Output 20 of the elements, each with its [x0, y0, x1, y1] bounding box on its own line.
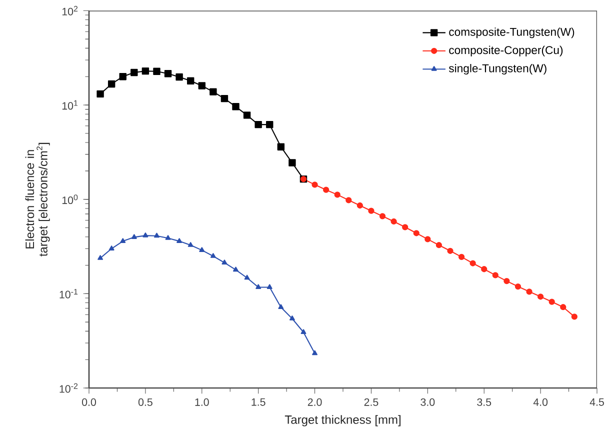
x-tick-label: 1.5: [252, 398, 266, 406]
legend-label: single-Tungsten(W): [448, 64, 546, 75]
x-tick-label: 4.5: [590, 398, 604, 406]
x-tick-label: 0.0: [82, 398, 96, 406]
y-tick-label: 10$^{-1}$: [60, 288, 78, 298]
x-tick-label: 4.0: [533, 398, 548, 406]
x-tick-label: 3.0: [420, 398, 435, 406]
x-axis-title: Target thickness [mm]: [284, 415, 400, 426]
x-tick-label: 2.0: [308, 398, 322, 406]
y-tick-label: 10$^{1}$: [62, 100, 78, 110]
y-tick-label: 10$^{2}$: [62, 6, 78, 16]
y-tick-label: 10$^{0}$: [62, 194, 78, 204]
x-tick-label: 3.5: [477, 398, 492, 406]
x-tick-label: 1.0: [195, 398, 209, 406]
x-tick-label: 2.5: [364, 398, 378, 406]
legend-label: comsposite-Tungsten(W): [449, 28, 574, 38]
y-axis-title: Electron fluence in target [electrons/cm$^{2}$]: [25, 142, 50, 256]
legend-label: composite-Copper(Cu): [449, 46, 563, 56]
y-tick-label: 10$^{-2}$: [60, 383, 78, 393]
x-tick-label: 0.5: [138, 398, 152, 406]
